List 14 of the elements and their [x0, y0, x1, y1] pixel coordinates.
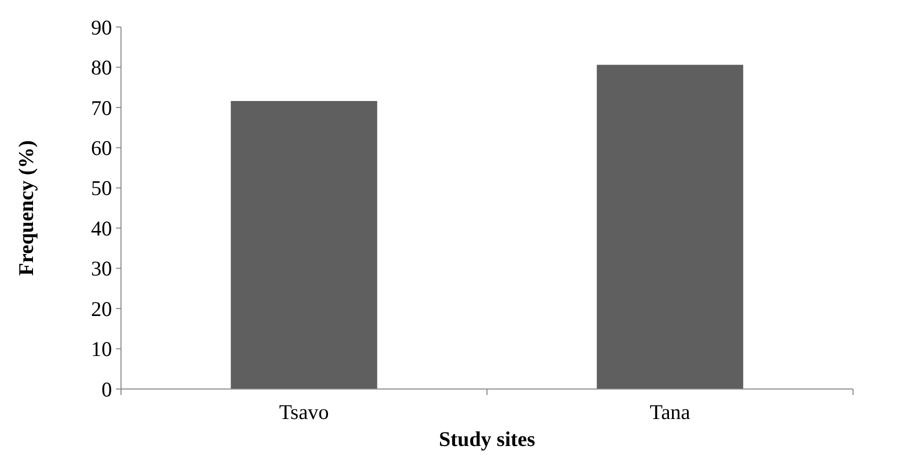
- y-tick-label: 90: [91, 15, 112, 40]
- y-tick-label: 50: [91, 176, 112, 200]
- x-tick-label: Tsavo: [279, 400, 329, 424]
- y-tick-label: 40: [91, 216, 112, 240]
- y-tick-label: 10: [91, 337, 112, 362]
- y-axis-title: Frequency (%): [14, 140, 38, 276]
- y-tick-label: 70: [91, 96, 112, 120]
- y-tick-label: 60: [91, 136, 112, 160]
- y-tick-label: 30: [91, 256, 112, 281]
- x-axis-title: Study sites: [438, 427, 536, 451]
- y-tick-label: 80: [91, 56, 112, 80]
- y-tick-label: 20: [91, 296, 112, 321]
- x-tick-label: Tana: [650, 400, 691, 424]
- y-tick-label: 0: [102, 377, 112, 402]
